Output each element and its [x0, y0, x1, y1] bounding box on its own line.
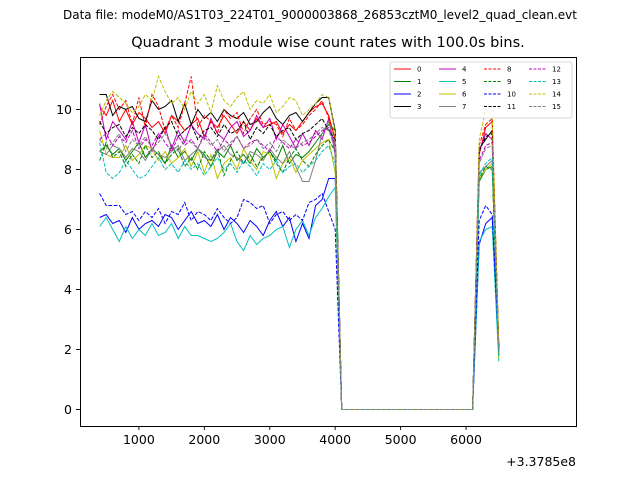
series-line-11 — [99, 117, 500, 410]
y-tick-label: 2 — [64, 342, 72, 357]
legend-label-7: 7 — [462, 103, 466, 111]
y-tick-label: 0 — [64, 402, 72, 417]
chart-title: Quadrant 3 module wise count rates with … — [131, 35, 525, 51]
legend-label-0: 0 — [417, 66, 421, 74]
series-line-4 — [99, 103, 500, 410]
legend-label-5: 5 — [462, 78, 466, 86]
x-tick-label: 5000 — [385, 432, 417, 447]
x-tick-label: 3000 — [254, 432, 286, 447]
legend-label-13: 13 — [552, 78, 561, 86]
legend-label-4: 4 — [462, 66, 467, 74]
legend-label-11: 11 — [507, 103, 516, 111]
x-tick-label: 6000 — [450, 432, 482, 447]
series-layer — [99, 75, 500, 410]
legend-label-10: 10 — [507, 91, 516, 99]
y-tick-label: 8 — [64, 162, 72, 177]
legend-label-2: 2 — [417, 91, 421, 99]
x-tick-label: 4000 — [319, 432, 351, 447]
x-ticks: 1000 2000 3000 4000 5000 6000 — [123, 426, 482, 447]
legend-label-15: 15 — [552, 103, 561, 111]
x-offset-label: +3.3785e8 — [506, 454, 576, 469]
series-line-2 — [99, 178, 500, 410]
x-tick-label: 1000 — [123, 432, 155, 447]
series-line-0 — [99, 99, 500, 410]
y-tick-label: 6 — [64, 222, 72, 237]
legend-label-14: 14 — [552, 91, 561, 99]
legend-label-12: 12 — [552, 66, 561, 74]
x-tick-label: 2000 — [188, 432, 220, 447]
series-line-12 — [99, 126, 500, 410]
series-line-10 — [99, 192, 500, 410]
legend-label-8: 8 — [507, 66, 511, 74]
y-ticks: 0 2 4 6 8 10 — [56, 102, 80, 417]
series-line-13 — [99, 142, 500, 410]
legend-label-6: 6 — [462, 91, 467, 99]
series-line-5 — [99, 186, 500, 410]
series-line-14 — [99, 75, 500, 410]
y-tick-label: 4 — [64, 282, 72, 297]
legend-label-3: 3 — [417, 103, 421, 111]
legend-label-9: 9 — [507, 78, 511, 86]
series-line-15 — [99, 126, 500, 410]
legend-label-1: 1 — [417, 78, 421, 86]
series-line-6 — [99, 130, 500, 410]
series-line-7 — [99, 120, 500, 410]
data-file-suptitle: Data file: modeM0/AS1T03_224T01_90000038… — [63, 8, 577, 22]
axes-frame — [80, 57, 577, 427]
y-tick-label: 10 — [56, 102, 72, 117]
series-line-9 — [99, 138, 500, 410]
legend-box — [389, 61, 573, 119]
